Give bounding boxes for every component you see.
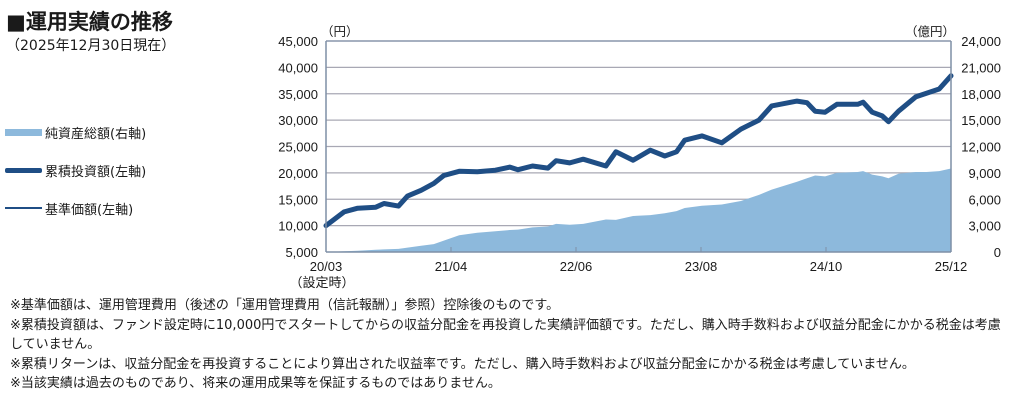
x-axis-tick: 21/04 [435, 259, 468, 274]
left-axis-tick: 5,000 [285, 245, 318, 260]
cumulative-investment-line [323, 73, 954, 229]
x-axis-sublabel: （設定時） [289, 275, 354, 290]
right-axis-tick: 18,000 [961, 87, 1001, 102]
left-axis-tick: 40,000 [278, 60, 318, 75]
legend-label: 純資産総額(右軸) [45, 126, 147, 142]
x-axis-labels: 20/03 21/04 22/06 23/08 24/10 25/12 （設定時） [289, 259, 967, 290]
right-axis-tick: 6,000 [968, 192, 1001, 207]
right-axis-tick: 12,000 [961, 140, 1001, 155]
net-assets-area [326, 168, 951, 252]
footnote-cumulative-investment: ※累積投資額は、ファンド設定時に10,000円でスタートしてからの収益分配金を再… [10, 317, 1001, 353]
left-axis-unit: （円） [321, 24, 359, 39]
right-axis-labels: 0 3,000 6,000 9,000 12,000 15,000 18,000 21,000… [961, 34, 1001, 260]
performance-chart: 5,000 10,000 15,000 20,000 25,000 30,000 35,00… [278, 34, 1001, 290]
left-axis-tick: 25,000 [278, 140, 318, 155]
legend-item-nav: 基準価額(左軸) [5, 189, 146, 227]
x-axis-tick: 22/06 [560, 259, 593, 274]
page-title: ■運用実績の推移 [6, 10, 173, 34]
right-axis-tick: 3,000 [968, 219, 1001, 234]
legend-label: 基準価額(左軸) [45, 202, 134, 218]
right-axis-tick: 24,000 [961, 34, 1001, 49]
left-axis-tick: 20,000 [278, 166, 318, 181]
right-axis-tick: 9,000 [968, 166, 1001, 181]
plot-frame [325, 40, 952, 253]
right-axis-tick: 0 [994, 245, 1001, 260]
thick-line-swatch-icon [5, 167, 42, 173]
right-axis-tick: 21,000 [961, 60, 1001, 75]
thin-line-swatch-icon [5, 207, 42, 209]
left-axis-tick: 30,000 [278, 113, 318, 128]
right-axis-unit: （億円） [905, 24, 956, 39]
footnote-disclaimer: ※当該実績は過去のものであり、将来の運用成果等を保証するものではありません。 [10, 376, 501, 391]
area-swatch-icon [5, 128, 42, 136]
left-axis-labels: 5,000 10,000 15,000 20,000 25,000 30,000 35,00… [278, 34, 318, 260]
x-axis-tick: 24/10 [810, 259, 843, 274]
legend-label: 累積投資額(左軸) [45, 164, 147, 180]
x-axis-tick: 23/08 [685, 259, 718, 274]
footnote-cumulative-return: ※累積リターンは、収益分配金を再投資することにより算出された収益率です。ただし、… [10, 356, 915, 372]
as-of-date: （2025年12月30日現在） [6, 38, 176, 54]
x-axis-tick: 25/12 [935, 259, 968, 274]
left-axis-tick: 15,000 [278, 192, 318, 207]
chart-legend: 純資産総額(右軸) 累積投資額(左軸) 基準価額(左軸) [5, 113, 146, 227]
left-axis-tick: 10,000 [278, 219, 318, 234]
footnote-nav: ※基準価額は、運用管理費用（後述の「運用管理費用（信託報酬）」参照）控除後のもの… [10, 298, 560, 313]
footnotes: ※基準価額は、運用管理費用（後述の「運用管理費用（信託報酬）」参照）控除後のもの… [10, 296, 1010, 394]
legend-item-cumulative-investment: 累積投資額(左軸) [5, 151, 146, 189]
legend-item-net-assets: 純資産総額(右軸) [5, 113, 146, 151]
x-axis-tick: 20/03 [310, 259, 343, 274]
left-axis-tick: 35,000 [278, 87, 318, 102]
left-axis-tick: 45,000 [278, 34, 318, 49]
right-axis-tick: 15,000 [961, 113, 1001, 128]
